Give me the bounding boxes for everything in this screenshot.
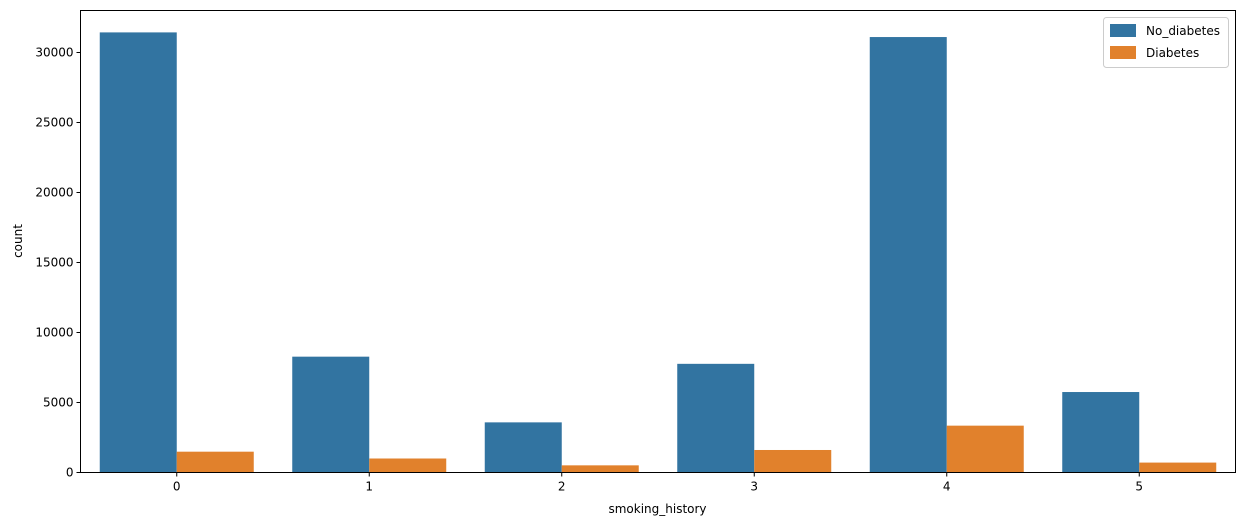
bar-no-diabetes-0 (99, 32, 177, 473)
bar-diabetes-5 (1139, 462, 1217, 473)
y-tick-label: 0 (66, 466, 74, 480)
bar-diabetes-3 (754, 449, 832, 473)
x-tick-label: 0 (173, 480, 181, 494)
bars-layer (99, 32, 1217, 473)
x-tick-label: 4 (943, 480, 951, 494)
y-tick-label: 30000 (35, 46, 73, 60)
bar-diabetes-1 (369, 458, 447, 473)
y-axis-label: count (11, 224, 25, 258)
y-tick-label: 15000 (35, 256, 73, 270)
bar-diabetes-0 (176, 451, 254, 473)
y-axis: 0 5000 10000 15000 20000 25000 30000 (35, 46, 81, 480)
bar-no-diabetes-3 (677, 363, 755, 473)
y-tick-label: 10000 (35, 326, 73, 340)
legend-label-diabetes: Diabetes (1146, 46, 1199, 60)
bar-diabetes-2 (561, 465, 639, 473)
x-axis: 0 1 2 3 4 5 (173, 472, 1143, 494)
bar-no-diabetes-2 (484, 422, 562, 473)
x-tick-label: 5 (1135, 480, 1143, 494)
y-tick-label: 25000 (35, 116, 73, 130)
plot-frame (80, 10, 1236, 473)
x-axis-label: smoking_history (608, 502, 706, 516)
x-tick-label: 1 (365, 480, 373, 494)
legend-swatch-diabetes (1110, 46, 1136, 59)
y-tick-label: 20000 (35, 186, 73, 200)
bar-no-diabetes-1 (292, 356, 370, 473)
legend-swatch-no-diabetes (1110, 24, 1136, 37)
legend-label-no-diabetes: No_diabetes (1146, 24, 1220, 38)
bar-no-diabetes-4 (869, 37, 947, 473)
bar-no-diabetes-5 (1062, 392, 1140, 473)
bar-diabetes-4 (946, 425, 1024, 473)
x-tick-label: 3 (750, 480, 758, 494)
y-tick-label: 5000 (43, 396, 74, 410)
x-tick-label: 2 (558, 480, 566, 494)
legend: No_diabetes Diabetes (1103, 17, 1229, 68)
